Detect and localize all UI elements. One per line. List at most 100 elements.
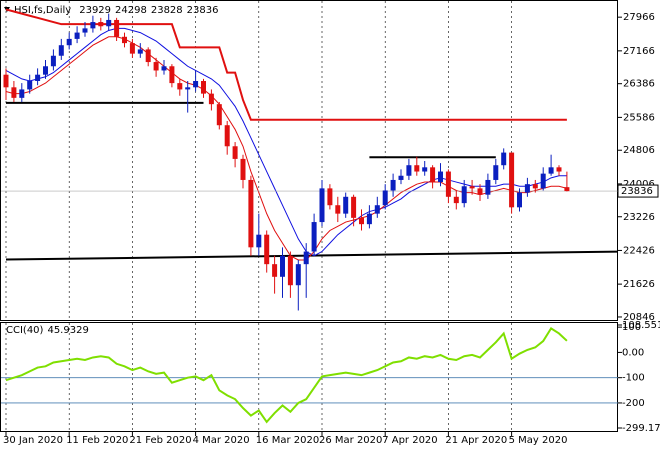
ohlc-close: 23836 bbox=[187, 5, 219, 16]
cci-tick-label: 100 bbox=[622, 322, 641, 333]
candle-body bbox=[366, 213, 372, 225]
cci-tick-label: -100 bbox=[622, 373, 645, 384]
x-tick-label: 21 Feb 2020 bbox=[129, 435, 191, 446]
candle-body bbox=[90, 22, 96, 29]
candle-body bbox=[153, 62, 159, 71]
candle-body bbox=[224, 125, 230, 147]
candle-body bbox=[145, 49, 151, 63]
candle-body bbox=[216, 104, 222, 126]
x-tick-label: 7 Apr 2020 bbox=[382, 435, 437, 446]
candle-body bbox=[445, 171, 451, 197]
chart-header: HSI,fs,Daily 23929 24298 23828 23836 bbox=[14, 5, 218, 16]
candle-body bbox=[280, 255, 285, 277]
candle-body bbox=[208, 93, 214, 105]
x-tick-label: 26 Mar 2020 bbox=[319, 435, 382, 446]
candle-body bbox=[169, 66, 175, 84]
candle-body bbox=[493, 165, 499, 180]
x-tick-label: 16 Mar 2020 bbox=[256, 435, 319, 446]
candle-body bbox=[430, 167, 436, 183]
candle-body bbox=[19, 89, 25, 98]
candle-body bbox=[406, 165, 412, 176]
candle-body bbox=[193, 81, 199, 88]
candle-body bbox=[453, 196, 459, 204]
cci-value: 45.9329 bbox=[47, 325, 88, 336]
candle-body bbox=[201, 81, 206, 94]
candle-body bbox=[540, 173, 546, 189]
candle-body bbox=[98, 22, 104, 27]
cci-name: CCI(40) bbox=[6, 325, 44, 336]
candle-body bbox=[295, 264, 301, 286]
candle-body bbox=[548, 167, 554, 174]
candle-body bbox=[335, 205, 341, 214]
candle-body bbox=[556, 167, 562, 172]
x-tick-label: 4 Mar 2020 bbox=[193, 435, 250, 446]
candle-body bbox=[106, 19, 112, 27]
candle-body bbox=[382, 190, 388, 206]
candle-body bbox=[477, 188, 483, 195]
candle-body bbox=[74, 32, 80, 39]
candle-body bbox=[82, 28, 88, 33]
candle-body bbox=[374, 205, 380, 214]
candle-body bbox=[43, 66, 48, 75]
candle-body bbox=[311, 222, 317, 252]
y-tick-label: 20846 bbox=[623, 312, 655, 323]
candle-body bbox=[351, 196, 357, 218]
candle-body bbox=[564, 187, 570, 192]
candle-body bbox=[509, 152, 515, 208]
candle-body bbox=[272, 264, 278, 277]
candle-body bbox=[264, 234, 270, 265]
candle-body bbox=[398, 175, 404, 180]
y-tick-label: 24806 bbox=[623, 145, 655, 156]
candle-body bbox=[3, 74, 9, 88]
symbol: HSI,fs,Daily bbox=[14, 5, 71, 16]
candle-body bbox=[240, 158, 246, 180]
moving-average bbox=[5, 36, 568, 261]
candle-body bbox=[287, 255, 293, 286]
candle-body bbox=[27, 81, 33, 90]
y-tick-label: 22426 bbox=[623, 245, 655, 256]
main-panel-frame bbox=[0, 0, 618, 321]
y-tick-label: 26386 bbox=[623, 79, 655, 90]
ohlc-open: 23929 bbox=[79, 5, 111, 16]
candle-body bbox=[501, 152, 507, 166]
candle-body bbox=[35, 74, 41, 82]
x-tick-label: 30 Jan 2020 bbox=[3, 435, 63, 446]
candle-body bbox=[185, 87, 191, 90]
candle-body bbox=[485, 179, 491, 195]
candle-body bbox=[122, 36, 127, 44]
cci-tick-label: 0.00 bbox=[622, 347, 644, 358]
y-tick-label: 27166 bbox=[623, 46, 655, 57]
y-tick-label: 21626 bbox=[623, 279, 655, 290]
cci-panel-frame bbox=[0, 322, 618, 432]
y-tick-label: 27966 bbox=[623, 12, 655, 23]
candle-body bbox=[161, 66, 167, 71]
candle-body bbox=[469, 186, 475, 189]
candle-body bbox=[303, 251, 309, 265]
cci-tick-label: -200 bbox=[622, 398, 645, 409]
candle-body bbox=[524, 184, 530, 193]
candle-body bbox=[343, 196, 349, 214]
ohlc-high: 24298 bbox=[115, 5, 147, 16]
candle-body bbox=[319, 188, 325, 223]
y-tick-label: 24006 bbox=[623, 179, 655, 190]
candle-body bbox=[58, 45, 64, 56]
x-tick-label: 21 Apr 2020 bbox=[445, 435, 507, 446]
cci-line bbox=[5, 327, 568, 424]
candle-body bbox=[114, 19, 120, 37]
cci-title: CCI(40) 45.9329 bbox=[6, 325, 89, 336]
x-tick-label: 5 May 2020 bbox=[509, 435, 568, 446]
candle-body bbox=[438, 171, 443, 183]
candle-body bbox=[359, 217, 364, 225]
price-box-label: 23836 bbox=[621, 186, 653, 197]
candle-body bbox=[248, 179, 254, 248]
candle-body bbox=[129, 43, 135, 54]
cci-plot bbox=[1, 323, 618, 432]
price-box bbox=[617, 184, 659, 198]
candle-body bbox=[414, 165, 420, 172]
candle-body bbox=[422, 167, 428, 172]
candle-body bbox=[256, 234, 262, 248]
candle-body bbox=[137, 49, 143, 54]
candle-body bbox=[11, 87, 17, 98]
